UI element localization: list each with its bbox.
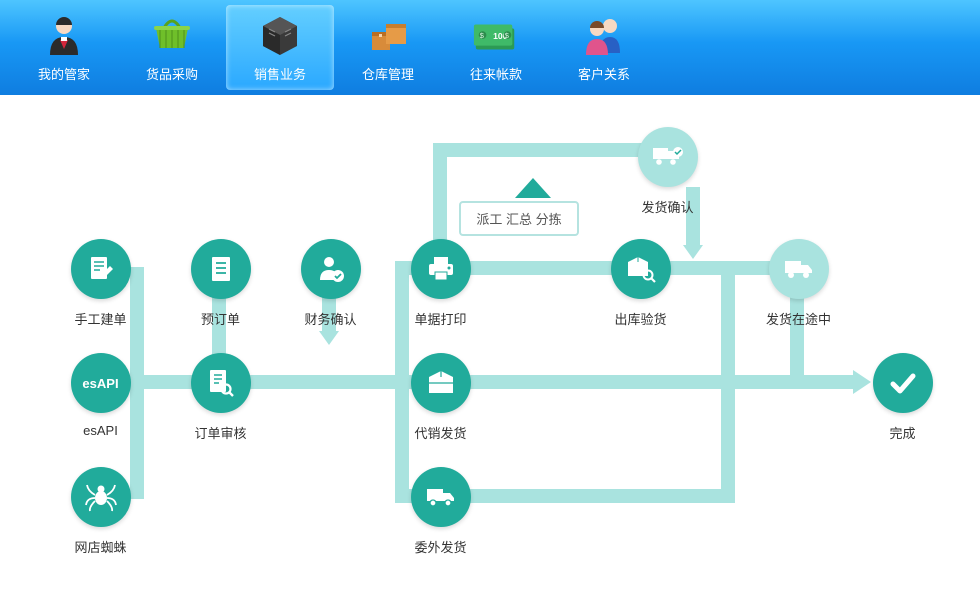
nav-crm[interactable]: 客户关系 [550, 5, 658, 90]
node-confirmship[interactable]: 发货确认 [625, 127, 710, 216]
node-done[interactable]: 完成 [860, 353, 945, 442]
money-icon: 100 $ $ [472, 12, 520, 60]
node-label: 单据打印 [414, 309, 466, 328]
node-intransit[interactable]: 发货在途中 [756, 239, 841, 328]
nav-label: 销售业务 [254, 64, 306, 83]
node-label: 手工建单 [74, 309, 126, 328]
node-label: 财务确认 [304, 309, 356, 328]
cube-icon [256, 12, 304, 60]
document-edit-icon [71, 239, 131, 299]
arrowhead-down-icon [683, 245, 703, 259]
node-label: esAPI [83, 423, 118, 438]
node-label: 出库验货 [614, 309, 666, 328]
esapi-icon: esAPI [71, 353, 131, 413]
center-box[interactable]: 派工 汇总 分拣 [459, 201, 579, 236]
document-icon [191, 239, 251, 299]
node-esapi[interactable]: esAPI esAPI [58, 353, 143, 438]
nav-label: 客户关系 [578, 64, 630, 83]
node-label: 发货在途中 [766, 309, 831, 328]
svg-text:$: $ [505, 31, 510, 40]
people-icon [580, 12, 628, 60]
package-search-icon [611, 239, 671, 299]
center-box-label: 派工 汇总 分拣 [476, 209, 561, 228]
flow-line [250, 375, 410, 389]
svg-text:$: $ [480, 31, 485, 40]
node-label: 发货确认 [641, 197, 693, 216]
package-icon [411, 353, 471, 413]
spider-icon [71, 467, 131, 527]
truck-icon [411, 467, 471, 527]
node-finance[interactable]: 财务确认 [288, 239, 373, 328]
document-search-icon [191, 353, 251, 413]
check-icon [873, 353, 933, 413]
nav-sales[interactable]: 销售业务 [226, 5, 334, 90]
node-spider[interactable]: 网店蜘蛛 [58, 467, 143, 556]
manager-icon [40, 12, 88, 60]
node-outcheck[interactable]: 出库验货 [598, 239, 683, 328]
basket-icon [148, 12, 196, 60]
node-print[interactable]: 单据打印 [398, 239, 483, 328]
nav-my-manager[interactable]: 我的管家 [10, 5, 118, 90]
node-label: 预订单 [201, 309, 240, 328]
truck-check-icon [638, 127, 698, 187]
top-nav: 我的管家 货品采购 销售业务 [0, 0, 980, 95]
workflow-canvas: 手工建单 esAPI esAPI 网店蜘蛛 预订单 订单审核 财务确认 [0, 95, 980, 608]
user-check-icon [301, 239, 361, 299]
printer-icon [411, 239, 471, 299]
node-label: 代销发货 [414, 423, 466, 442]
node-label: 订单审核 [194, 423, 246, 442]
node-label: 网店蜘蛛 [74, 537, 126, 556]
nav-label: 仓库管理 [362, 64, 414, 83]
nav-label: 往来帐款 [470, 64, 522, 83]
node-manual[interactable]: 手工建单 [58, 239, 143, 328]
esapi-text: esAPI [82, 376, 118, 391]
arrowhead-down-icon [319, 331, 339, 345]
flow-line [735, 375, 855, 389]
flow-line [433, 143, 643, 157]
boxes-icon [364, 12, 412, 60]
nav-purchase[interactable]: 货品采购 [118, 5, 226, 90]
node-audit[interactable]: 订单审核 [178, 353, 263, 442]
node-consign[interactable]: 代销发货 [398, 353, 483, 442]
nav-label: 货品采购 [146, 64, 198, 83]
node-label: 委外发货 [414, 537, 466, 556]
nav-warehouse[interactable]: 仓库管理 [334, 5, 442, 90]
nav-accounts[interactable]: 100 $ $ 往来帐款 [442, 5, 550, 90]
node-outsource[interactable]: 委外发货 [398, 467, 483, 556]
nav-label: 我的管家 [38, 64, 90, 83]
node-label: 完成 [889, 423, 915, 442]
truck-icon [769, 239, 829, 299]
node-preorder[interactable]: 预订单 [178, 239, 263, 328]
